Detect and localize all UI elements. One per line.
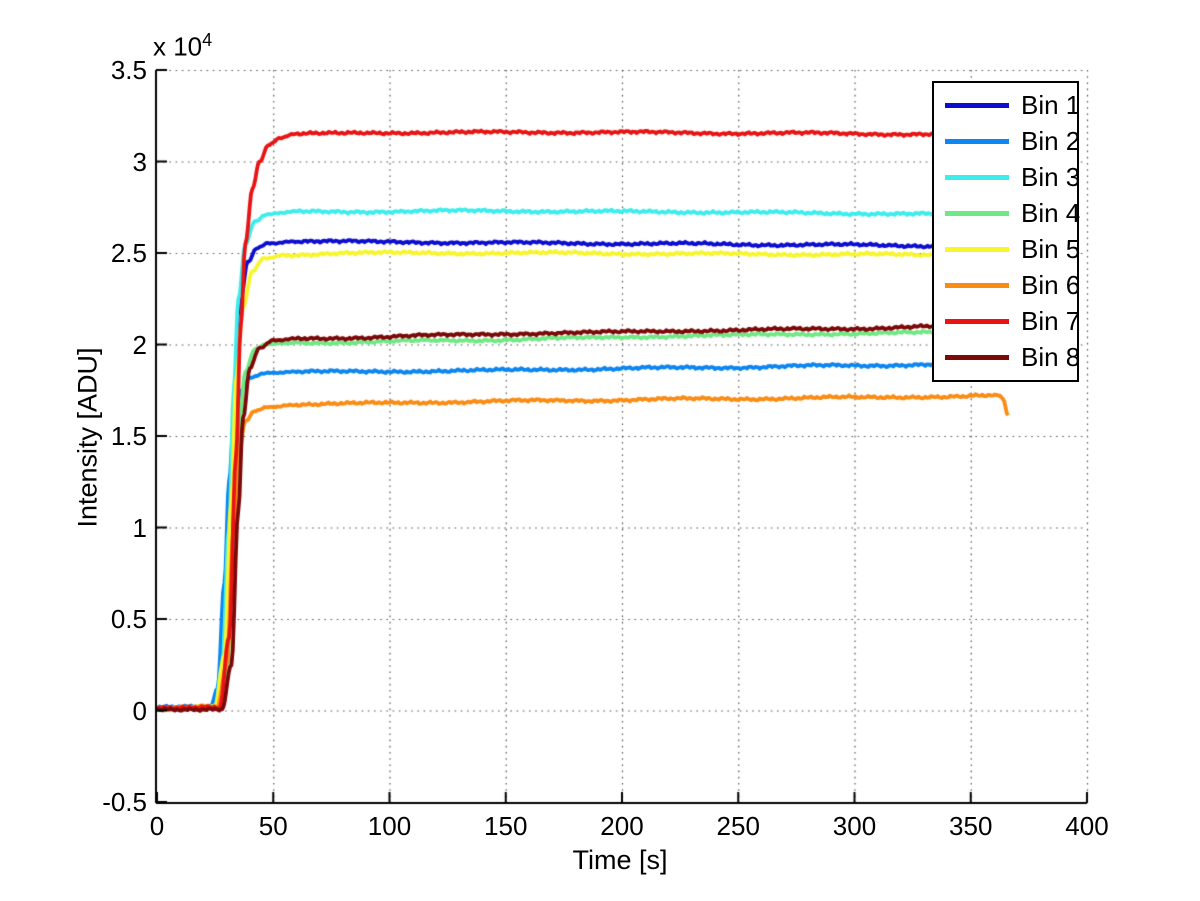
- legend-line-sample-bin-6: [945, 282, 1009, 288]
- y-tick-label: -0.5: [102, 787, 147, 817]
- y-tick-label: 1: [132, 512, 147, 543]
- x-tick-label: 200: [600, 811, 644, 841]
- y-tick-label: 3.5: [110, 55, 147, 85]
- legend-label: Bin 6: [1021, 269, 1081, 300]
- y-axis-exponent-base: x 10: [153, 31, 203, 62]
- legend-line-sample-bin-7: [945, 318, 1009, 324]
- legend-label: Bin 5: [1021, 233, 1081, 264]
- legend-label: Bin 2: [1021, 126, 1081, 157]
- x-tick-label: 100: [367, 811, 412, 841]
- legend-item-bin-6[interactable]: Bin 6: [934, 268, 1081, 302]
- legend-line-sample-bin-3: [945, 175, 1009, 181]
- legend-label: Bin 1: [1021, 90, 1081, 121]
- legend-item-bin-4[interactable]: Bin 4: [934, 197, 1081, 231]
- y-tick-label: 2: [132, 329, 147, 360]
- legend-label: Bin 3: [1021, 162, 1081, 193]
- legend-label: Bin 4: [1021, 198, 1081, 229]
- legend-line-sample-bin-4: [945, 211, 1009, 217]
- y-tick-label: 3: [132, 146, 147, 177]
- legend-line-sample-bin-1: [945, 103, 1009, 109]
- y-axis-exponent-power: 4: [202, 30, 213, 50]
- legend-line-sample-bin-8: [945, 354, 1009, 360]
- legend-line-sample-bin-2: [945, 139, 1009, 145]
- x-tick-label: 300: [832, 811, 877, 841]
- legend-line-sample-bin-5: [945, 246, 1009, 252]
- x-tick-label: 0: [149, 811, 165, 841]
- legend-item-bin-3[interactable]: Bin 3: [934, 161, 1081, 195]
- legend-item-bin-7[interactable]: Bin 7: [934, 304, 1081, 338]
- legend-item-bin-2[interactable]: Bin 2: [934, 125, 1081, 159]
- legend-item-bin-8[interactable]: Bin 8: [934, 340, 1081, 374]
- y-tick-label: 1.5: [110, 421, 147, 451]
- x-tick-label: 150: [484, 811, 528, 841]
- y-tick-label: 0: [132, 695, 147, 726]
- x-tick-label: 350: [949, 811, 993, 841]
- legend-item-bin-5[interactable]: Bin 5: [934, 232, 1081, 266]
- y-tick-label: 0.5: [110, 604, 147, 634]
- legend[interactable]: Bin 1 Bin 2 Bin 3 Bin 4 Bin 5 Bin 6 Bin 7 Bin 8: [932, 81, 1081, 382]
- x-axis-label: Time [s]: [572, 845, 668, 875]
- x-tick-label: 250: [716, 811, 760, 841]
- x-tick-label: 50: [258, 811, 288, 841]
- legend-item-bin-1[interactable]: Bin 1: [934, 89, 1081, 123]
- legend-label: Bin 8: [1021, 341, 1081, 372]
- y-tick-label: 2.5: [110, 238, 147, 268]
- y-axis-exponent-label: x 104: [153, 30, 212, 63]
- legend-label: Bin 7: [1021, 305, 1081, 336]
- x-tick-label: 400: [1065, 811, 1109, 841]
